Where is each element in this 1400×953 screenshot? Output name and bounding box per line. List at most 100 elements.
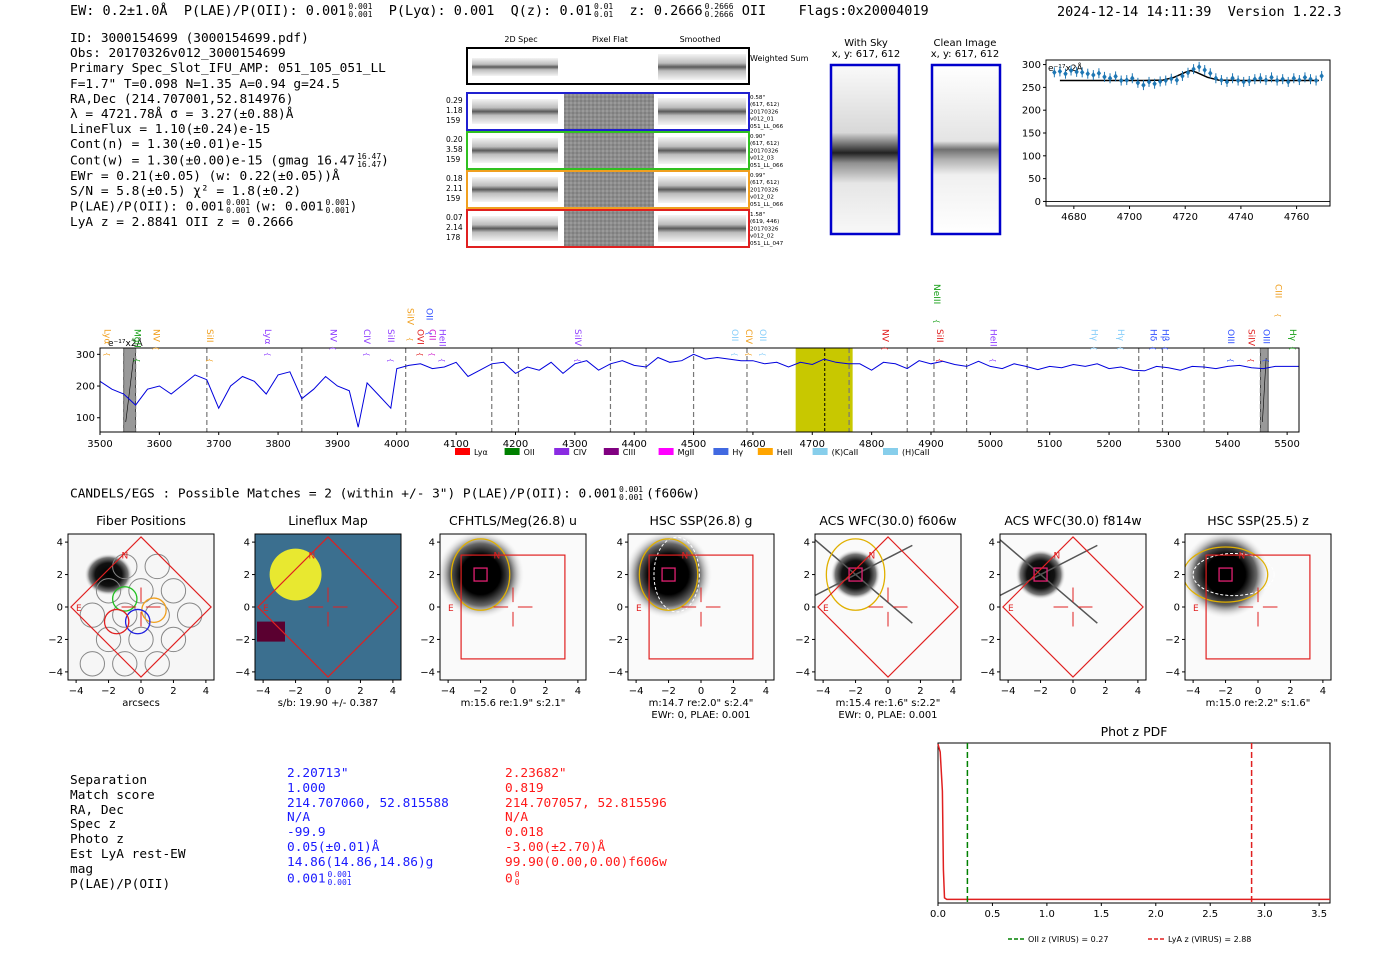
spec-row-right-value: 20170326 xyxy=(750,109,779,115)
header-z: z: 0.2666 xyxy=(629,3,703,19)
full-ylabel: e⁻¹⁷x2Å xyxy=(108,337,144,349)
full-line-label-brace: { xyxy=(1247,358,1255,362)
header-plae-sup: 0.001 xyxy=(348,2,373,11)
pdf-xtick-label: 0.0 xyxy=(930,909,946,920)
spec-row-left-value: 159 xyxy=(446,116,461,125)
zoom-point xyxy=(1174,77,1180,84)
panel-ytick-label: 2 xyxy=(57,570,63,581)
match-table-value: -3.00(±2.70)Å xyxy=(505,840,667,856)
lineflux-bg xyxy=(255,534,401,680)
full-line-label-brace: { xyxy=(263,352,271,356)
match-table-label: Spec z xyxy=(70,817,117,833)
panel-ytick-label: −2 xyxy=(1165,635,1180,646)
compass-north: N xyxy=(682,551,689,561)
full-line-label: SiIV xyxy=(404,308,414,326)
info-id: ID: 3000154699 (3000154699.pdf) xyxy=(70,31,309,46)
panel-xtick-label: 2 xyxy=(730,686,736,697)
info-ewr: EWr = 0.21(±0.05) (w: 0.22(±0.05))Å xyxy=(70,168,340,184)
match-table-value: 14.86(14.86,14.86)g xyxy=(287,854,449,871)
spec-row-right-value: 1.58" xyxy=(750,212,765,218)
with-sky-label: With Sky xyxy=(844,38,888,49)
full-legend-label: CIII xyxy=(623,448,636,457)
full-xtick-label: 3500 xyxy=(87,439,112,450)
panel-ytick-label: 4 xyxy=(244,538,250,549)
imaging-panel-caption2: EWr: 0, PLAE: 0.001 xyxy=(651,710,750,721)
spec-row-left-value: 0.29 xyxy=(446,96,463,105)
fiber-circle xyxy=(79,651,105,677)
zoom-ytick-label: 0 xyxy=(1035,197,1041,208)
imaging-panel-title: ACS WFC(30.0) f606w xyxy=(819,513,956,528)
image-aperture-ellipse xyxy=(638,538,699,611)
fiber-circle xyxy=(160,626,187,653)
full-line-label: OII xyxy=(729,329,739,341)
full-line-label-brace: { xyxy=(1273,313,1281,317)
zoom-point xyxy=(1247,77,1252,84)
info-plae: P(LAE)/P(OII): 0.001 xyxy=(70,199,225,215)
imaging-panel-caption: m:15.4 re:1.6" s:2.2" xyxy=(836,698,941,709)
imaging-panel-caption: m:15.0 re:2.2" s:1.6" xyxy=(1206,698,1311,709)
fiber-circle xyxy=(144,553,170,580)
spec-row-2d xyxy=(472,138,558,163)
full-line-label: Hγ xyxy=(1115,329,1125,342)
zoom-ylabel: e⁻¹⁷x2Å xyxy=(1048,62,1084,74)
image-source xyxy=(830,549,881,600)
version: Version 1.22.3 xyxy=(1227,4,1342,20)
full-line-label-brace: { xyxy=(880,346,888,350)
zoom-point xyxy=(1274,77,1280,84)
full-line-label: NV xyxy=(879,329,889,343)
full-line-label-brace: { xyxy=(1288,346,1296,350)
match-table-fraction: 0.001 0.001 xyxy=(328,870,352,887)
clean-image xyxy=(930,63,1002,236)
zoom-point xyxy=(1169,75,1174,82)
full-line-label-brace: { xyxy=(1226,358,1234,362)
full-line-label-brace: { xyxy=(438,358,446,362)
zoom-point xyxy=(1096,70,1102,77)
timestamp: 2024-12-14 14:11:39 xyxy=(1057,4,1212,20)
zoom-point xyxy=(1252,76,1258,83)
match-table-value-text: N/A xyxy=(287,810,311,826)
zoom-point xyxy=(1263,77,1269,84)
full-line-label-brace: { xyxy=(1149,346,1157,350)
full-legend-label: MgII xyxy=(678,448,695,457)
full-legend-swatch xyxy=(757,448,773,455)
pdf-xtick-label: 2.0 xyxy=(1148,909,1164,920)
zoom-ytick-label: 50 xyxy=(1028,174,1041,185)
match-table-value-text: 14.86(14.86,14.86)g xyxy=(287,854,434,870)
full-line-label: CII xyxy=(426,329,436,341)
info-plae-line: P(LAE)/P(OII): 0.001 0.001 0.001 (w: 0.001 0… xyxy=(70,198,358,216)
spec-row-smooth xyxy=(658,176,746,203)
pdf-legend-label: LyA z (VIRUS) = 2.88 xyxy=(1168,935,1251,944)
image-dashed-ellipse xyxy=(1192,552,1275,597)
spec-row-left-value: 0.07 xyxy=(446,213,463,222)
full-line-label-brace: { xyxy=(132,358,140,362)
info-contw-line: Cont(w) = 1.30(±0.00)e-15 (gmag 16.47 16.… xyxy=(70,151,389,169)
image-source xyxy=(1015,549,1066,600)
zoom-point xyxy=(1241,78,1246,85)
full-legend-label: OII xyxy=(524,448,535,457)
imaging-panel-title: ACS WFC(30.0) f814w xyxy=(1004,513,1141,528)
zoom-xtick-label: 4700 xyxy=(1117,212,1142,223)
panel-xtick-label: 0 xyxy=(885,686,891,697)
panel-xtick-label: −4 xyxy=(1001,686,1016,697)
header-plya: P(Lyα): 0.001 xyxy=(388,3,495,19)
catalog-summary-filter: (f606w) xyxy=(646,486,701,502)
catalog-summary-sup: 0.001 xyxy=(619,485,644,494)
panel-ytick-label: 2 xyxy=(617,570,623,581)
full-legend-swatch xyxy=(883,448,898,455)
full-line-label-brace: { xyxy=(103,352,111,356)
imaging-panel-caption2: EWr: 0, PLAE: 0.001 xyxy=(838,710,937,721)
spec-row-right-value: v012_01 xyxy=(750,117,774,123)
compass-east: E xyxy=(76,604,82,614)
pdf-legend-label: OII z (VIRUS) = 0.27 xyxy=(1028,935,1108,944)
panel-xtick-label: −4 xyxy=(69,686,84,697)
zoom-point xyxy=(1280,76,1285,83)
info-contw-sub: 16.47 xyxy=(357,159,382,169)
header-z-sub: 0.2666 xyxy=(704,10,734,19)
full-legend-label: HeII xyxy=(777,448,793,457)
panel-ytick-label: −4 xyxy=(980,667,995,678)
match-table-value-text: 99.90(0.00,0.00)f606w xyxy=(505,854,667,870)
